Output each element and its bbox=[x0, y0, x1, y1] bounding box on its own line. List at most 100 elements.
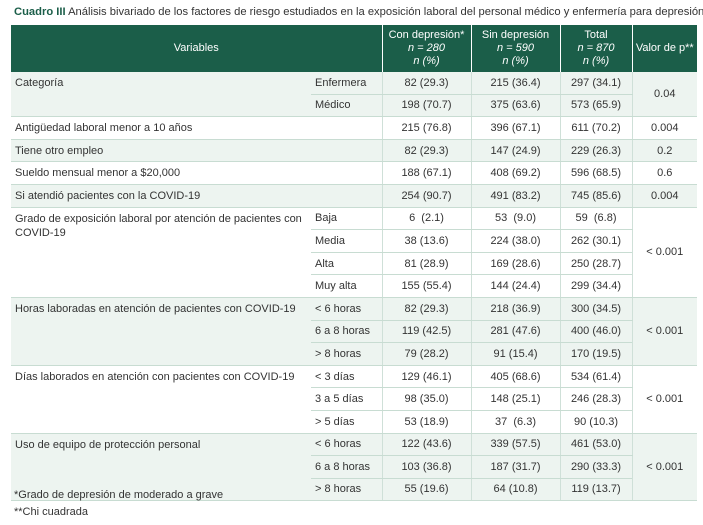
table-caption: Cuadro III Análisis bivariado de los fac… bbox=[14, 6, 703, 18]
cell-total: 573 (65.9) bbox=[559, 94, 633, 118]
table-row: > 8 horas 55 (19.6) 64 (10.8) 119 (13.7) bbox=[11, 478, 697, 502]
sub-label: Enfermera bbox=[311, 72, 383, 95]
table-row: > 5 días 53 (18.9) 37 (6.3) 90 (10.3) bbox=[11, 410, 697, 434]
cell-con: 215 (76.8) bbox=[381, 116, 472, 140]
cell-con: 82 (29.3) bbox=[381, 72, 472, 95]
cell-sin: 91 (15.4) bbox=[470, 342, 561, 366]
table-row: Si atendió pacientes con la COVID-19 254… bbox=[11, 184, 698, 208]
cell-con: 81 (28.9) bbox=[381, 252, 472, 276]
cell-total: 119 (13.7) bbox=[559, 478, 633, 502]
cell-con: 6 (2.1) bbox=[381, 207, 472, 231]
cell-sin: 37 (6.3) bbox=[470, 410, 561, 434]
header-con-depresion: Con depresión* n = 280 n (%) bbox=[382, 25, 472, 72]
table-row: 6 a 8 horas 103 (36.8) 187 (31.7) 290 (3… bbox=[11, 455, 697, 479]
cell-total: 229 (26.3) bbox=[559, 139, 633, 163]
sub-label: 6 a 8 horas bbox=[311, 320, 383, 344]
cell-con: 98 (35.0) bbox=[381, 387, 472, 411]
cell-sin: 224 (38.0) bbox=[470, 229, 561, 253]
group-horas-laboradas: Horas laboradas en atención de pacientes… bbox=[11, 297, 698, 366]
cell-sin: 215 (36.4) bbox=[470, 72, 561, 95]
caption-label: Cuadro III bbox=[14, 6, 66, 18]
cell-sin: 148 (25.1) bbox=[470, 387, 561, 411]
header-variables: Variables bbox=[11, 25, 383, 72]
cell-total: 246 (28.3) bbox=[559, 387, 633, 411]
results-table: Variables Con depresión* n = 280 n (%) Sin… bbox=[11, 25, 698, 502]
cell-con: 254 (90.7) bbox=[381, 184, 472, 208]
table-row: Tiene otro empleo 82 (29.3) 147 (24.9) 2… bbox=[11, 139, 698, 163]
cell-sin: 169 (28.6) bbox=[470, 252, 561, 276]
table-row: 6 a 8 horas 119 (42.5) 281 (47.6) 400 (4… bbox=[11, 320, 697, 344]
cell-sin: 396 (67.1) bbox=[470, 116, 561, 140]
sub-label: Alta bbox=[311, 252, 383, 276]
sub-label: Baja bbox=[311, 207, 383, 231]
cell-p: < 0.001 bbox=[631, 433, 698, 502]
sub-label: < 6 horas bbox=[311, 433, 383, 457]
cell-con: 122 (43.6) bbox=[381, 433, 472, 457]
cell-sin: 147 (24.9) bbox=[470, 139, 561, 163]
cell-sin: 408 (69.2) bbox=[470, 161, 561, 185]
sub-label: Media bbox=[311, 229, 383, 253]
cell-total: 611 (70.2) bbox=[559, 116, 633, 140]
cell-total: 400 (46.0) bbox=[559, 320, 633, 344]
cell-con: 82 (29.3) bbox=[381, 297, 472, 321]
cell-total: 59 (6.8) bbox=[559, 207, 633, 231]
cell-con: 155 (55.4) bbox=[381, 274, 472, 298]
cell-sin: 187 (31.7) bbox=[470, 455, 561, 479]
header-p-value: Valor de p** bbox=[632, 25, 698, 72]
table-row: Muy alta 155 (55.4) 144 (24.4) 299 (34.4… bbox=[11, 274, 697, 298]
row-label: Grado de exposición laboral por atención… bbox=[11, 207, 311, 298]
cell-sin: 491 (83.2) bbox=[470, 184, 561, 208]
row-label: Días laborados en atención con pacientes… bbox=[11, 365, 311, 434]
row-label: Horas laboradas en atención de pacientes… bbox=[11, 297, 311, 366]
cell-con: 38 (13.6) bbox=[381, 229, 472, 253]
cell-total: 170 (19.5) bbox=[559, 342, 633, 366]
table-row: Días laborados en atención con pacientes… bbox=[11, 365, 698, 434]
row-label: Sueldo mensual menor a $20,000 bbox=[11, 161, 383, 185]
cell-p: < 0.001 bbox=[631, 297, 698, 366]
sub-label: > 8 horas bbox=[311, 478, 383, 502]
cell-sin: 64 (10.8) bbox=[470, 478, 561, 502]
group-dias-laborados: Días laborados en atención con pacientes… bbox=[11, 365, 698, 434]
table-row: Uso de equipo de protección personal < 6… bbox=[11, 433, 698, 502]
cell-total: 297 (34.1) bbox=[559, 72, 633, 95]
row-antiguedad: Antigüedad laboral menor a 10 años 215 (… bbox=[11, 116, 698, 140]
row-label: Categoría bbox=[11, 72, 311, 118]
cell-con: 198 (70.7) bbox=[381, 94, 472, 118]
table-row: Categoría Enfermera 82 (29.3) 215 (36.4)… bbox=[11, 72, 698, 118]
cell-sin: 405 (68.6) bbox=[470, 365, 561, 389]
table-row: Horas laboradas en atención de pacientes… bbox=[11, 297, 698, 366]
row-sueldo: Sueldo mensual menor a $20,000 188 (67.1… bbox=[11, 161, 698, 185]
table-row: Media 38 (13.6) 224 (38.0) 262 (30.1) bbox=[11, 229, 697, 253]
row-label: Antigüedad laboral menor a 10 años bbox=[11, 116, 383, 140]
footnote-chi-square: **Chi cuadrada bbox=[14, 506, 88, 518]
cell-con: 129 (46.1) bbox=[381, 365, 472, 389]
sub-label: > 8 horas bbox=[311, 342, 383, 366]
cell-p: 0.004 bbox=[631, 116, 698, 140]
table-row: Sueldo mensual menor a $20,000 188 (67.1… bbox=[11, 161, 698, 185]
sub-label: 6 a 8 horas bbox=[311, 455, 383, 479]
cell-con: 79 (28.2) bbox=[381, 342, 472, 366]
header-sin-depresion: Sin depresión n = 590 n (%) bbox=[471, 25, 561, 72]
cell-total: 596 (68.5) bbox=[559, 161, 633, 185]
cell-con: 103 (36.8) bbox=[381, 455, 472, 479]
group-equipo-proteccion: Uso de equipo de protección personal < 6… bbox=[11, 433, 698, 502]
row-label: Uso de equipo de protección personal bbox=[11, 433, 311, 502]
header-row: Variables Con depresión* n = 280 n (%) Sin… bbox=[11, 25, 698, 72]
table-row: > 8 horas 79 (28.2) 91 (15.4) 170 (19.5) bbox=[11, 342, 697, 366]
table-row: Médico 198 (70.7) 375 (63.6) 573 (65.9) bbox=[11, 94, 697, 118]
sub-label: Médico bbox=[311, 94, 383, 118]
cell-total: 290 (33.3) bbox=[559, 455, 633, 479]
table-row: Alta 81 (28.9) 169 (28.6) 250 (28.7) bbox=[11, 252, 697, 276]
cell-sin: 375 (63.6) bbox=[470, 94, 561, 118]
cell-total: 300 (34.5) bbox=[559, 297, 633, 321]
cell-sin: 339 (57.5) bbox=[470, 433, 561, 457]
cell-total: 299 (34.4) bbox=[559, 274, 633, 298]
cell-con: 55 (19.6) bbox=[381, 478, 472, 502]
row-label: Tiene otro empleo bbox=[11, 139, 383, 163]
row-otro-empleo: Tiene otro empleo 82 (29.3) 147 (24.9) 2… bbox=[11, 139, 698, 163]
cell-p: 0.04 bbox=[631, 72, 698, 118]
cell-con: 53 (18.9) bbox=[381, 410, 472, 434]
footnote-depression-grade: *Grado de depresión de moderado a grave bbox=[14, 489, 224, 501]
cell-p: 0.004 bbox=[631, 184, 698, 208]
sub-label: > 5 días bbox=[311, 410, 383, 434]
